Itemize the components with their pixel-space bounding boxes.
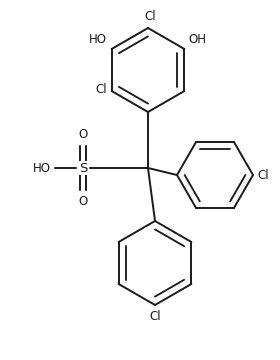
Text: Cl: Cl xyxy=(95,82,107,95)
Text: HO: HO xyxy=(33,162,51,175)
Text: O: O xyxy=(78,195,88,208)
Text: OH: OH xyxy=(188,33,206,46)
Text: O: O xyxy=(78,128,88,141)
Text: HO: HO xyxy=(89,33,107,46)
Text: Cl: Cl xyxy=(144,10,156,23)
Text: S: S xyxy=(79,162,87,175)
Text: Cl: Cl xyxy=(257,168,269,181)
Text: Cl: Cl xyxy=(149,310,161,323)
